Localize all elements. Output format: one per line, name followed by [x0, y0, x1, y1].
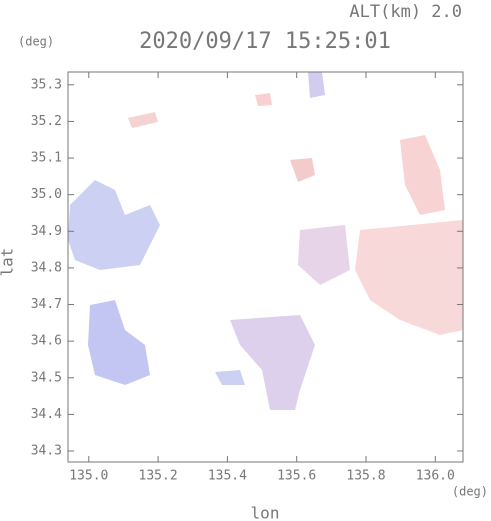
- echo-region: [400, 135, 445, 215]
- y-tick-label: 34.9: [31, 224, 62, 239]
- echo-region: [230, 315, 315, 410]
- x-tick-label: 135.4: [208, 469, 247, 484]
- x-tick-label: 135.8: [346, 469, 385, 484]
- x-tick-label: 135.6: [277, 469, 316, 484]
- echo-region: [290, 158, 315, 182]
- echo-region: [215, 370, 245, 385]
- y-tick-label: 34.7: [31, 297, 62, 312]
- x-label: lon: [251, 504, 280, 521]
- y-tick-label: 34.5: [31, 370, 62, 385]
- echo-region: [128, 112, 158, 128]
- y-tick-label: 35.3: [31, 77, 62, 92]
- plot-frame: [67, 71, 464, 463]
- y-tick-label: 34.4: [31, 407, 62, 422]
- echo-region: [298, 225, 350, 285]
- x-tick-label: 135.0: [69, 469, 108, 484]
- y-unit: (deg): [18, 35, 54, 49]
- echo-region: [88, 300, 150, 385]
- altitude: ALT(km) 2.0: [349, 2, 462, 22]
- y-tick-label: 35.1: [31, 151, 62, 166]
- y-label: lat: [0, 248, 17, 277]
- y-tick-label: 34.6: [31, 334, 62, 349]
- echo-region: [355, 220, 463, 335]
- x-unit: (deg): [452, 485, 488, 499]
- echo-region: [255, 93, 272, 106]
- y-tick-label: 34.3: [31, 444, 62, 459]
- echo-field: [68, 72, 463, 410]
- y-tick-label: 35.0: [31, 187, 62, 202]
- echo-region: [68, 180, 160, 270]
- y-tick-label: 35.2: [31, 114, 62, 129]
- echo-region: [308, 72, 325, 98]
- x-tick-label: 136.0: [416, 469, 455, 484]
- chart-title: 2020/09/17 15:25:01: [139, 29, 391, 54]
- x-tick-label: 135.2: [139, 469, 178, 484]
- y-tick-label: 34.8: [31, 260, 62, 275]
